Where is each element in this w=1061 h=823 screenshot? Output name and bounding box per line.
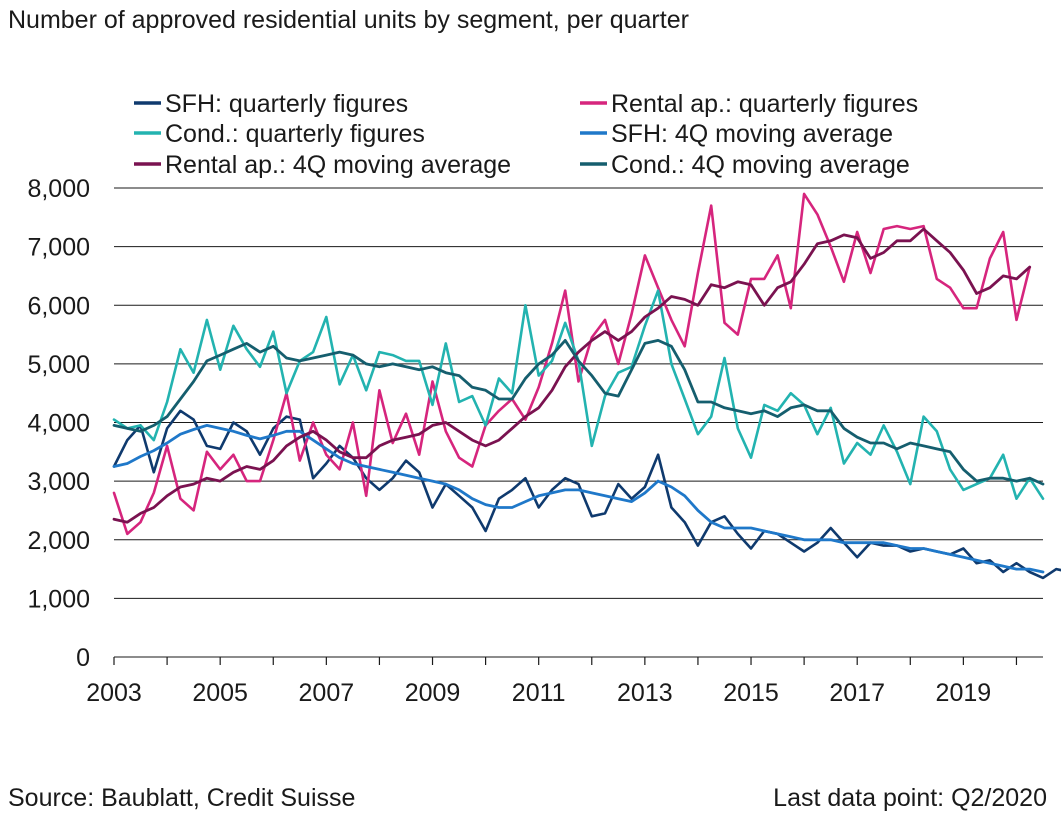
legend-label: SFH: 4Q moving average	[611, 120, 893, 148]
x-tick-label: 2013	[617, 679, 673, 707]
x-tick-label: 2007	[299, 679, 355, 707]
gridlines	[114, 187, 1043, 658]
y-tick-label: 7,000	[27, 234, 90, 262]
series-lines	[112, 192, 1061, 580]
series-line-sfh-quarterly-figures	[112, 409, 1061, 580]
series-line-rental-ap-4q-moving-average	[112, 227, 1032, 524]
chart-title: Number of approved residential units by …	[8, 6, 689, 34]
legend-label: Rental ap.: quarterly figures	[611, 90, 918, 118]
last-data-point-note: Last data point: Q2/2020	[773, 784, 1047, 812]
x-tick-label: 2011	[512, 679, 566, 707]
x-tick-label: 2017	[829, 679, 885, 707]
y-tick-label: 4,000	[27, 410, 90, 438]
legend-label: Cond.: 4Q moving average	[611, 151, 910, 179]
y-tick-label: 3,000	[27, 468, 90, 496]
axes: 0 1,000 2,000 3,000 4,000 5,000 6,000 7,000 8,00…	[27, 175, 1018, 707]
legend-label: SFH: quarterly figures	[165, 90, 408, 118]
x-tick-label: 2003	[86, 679, 142, 707]
source-note: Source: Baublatt, Credit Suisse	[8, 784, 356, 812]
x-tick-label: 2019	[936, 679, 992, 707]
x-tick-label: 2009	[405, 679, 461, 707]
legend-label: Rental ap.: 4Q moving average	[165, 151, 511, 179]
series-line-cond-4q-moving-average	[112, 338, 1045, 486]
y-tick-label: 8,000	[27, 175, 90, 203]
x-tick-label: 2005	[192, 679, 248, 707]
series-line-rental-ap-quarterly-figures	[112, 192, 1031, 536]
y-tick-label: 5,000	[27, 351, 90, 379]
x-tick-label: 2015	[723, 679, 779, 707]
legend-label: Cond.: quarterly figures	[165, 120, 425, 148]
y-tick-label: 1,000	[27, 585, 90, 613]
y-tick-label: 0	[76, 644, 90, 672]
series-line-sfh-4q-moving-average	[112, 423, 1045, 574]
y-tick-label: 6,000	[27, 292, 90, 320]
legend: SFH: quarterly figures Rental ap.: quarte…	[134, 90, 918, 179]
y-tick-label: 2,000	[27, 527, 90, 555]
